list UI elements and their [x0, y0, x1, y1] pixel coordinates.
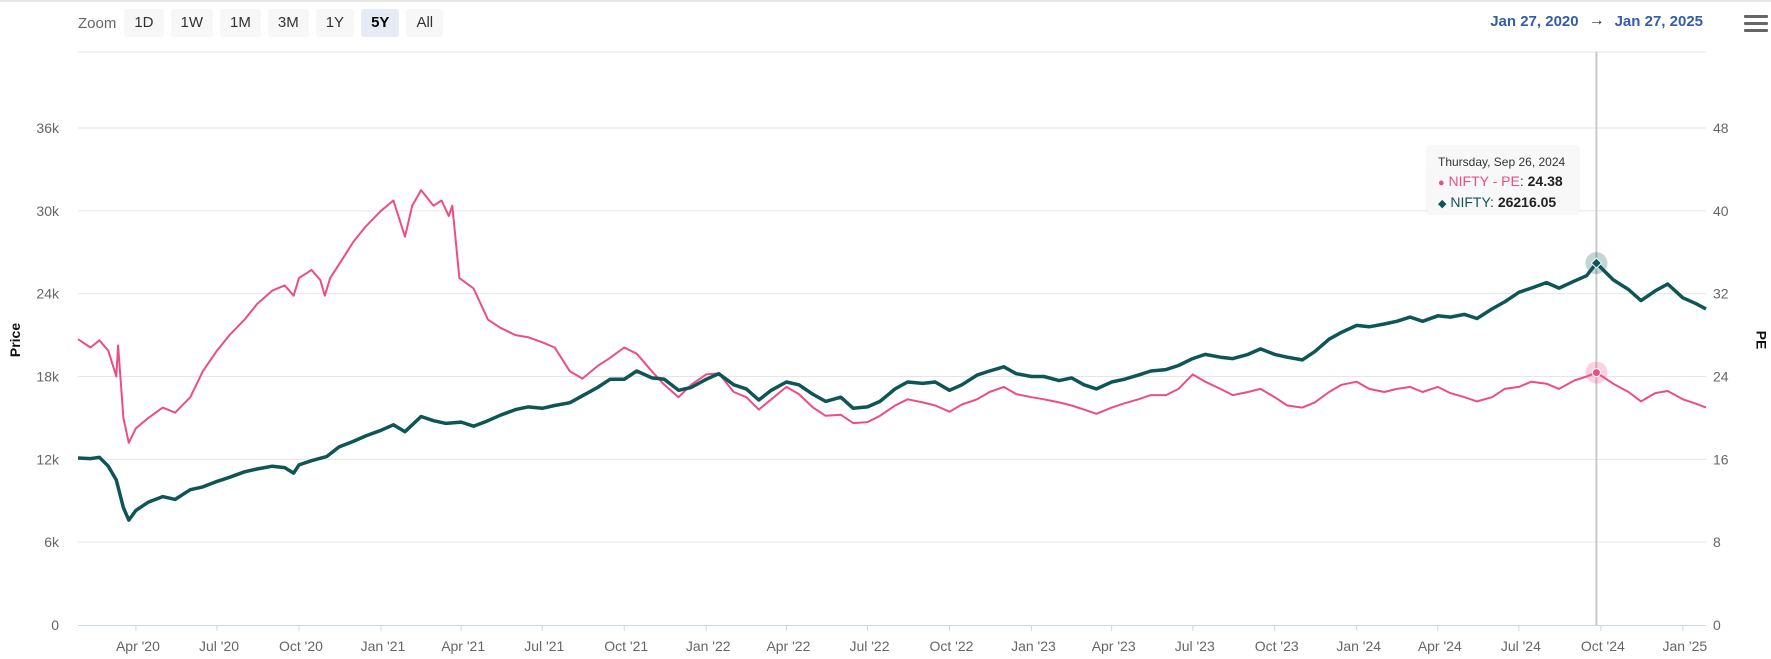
y-tick-label-right: 32 [1713, 286, 1729, 302]
diamond-marker-icon: ◆ [1438, 198, 1447, 210]
x-tick-label: Apr '22 [766, 638, 810, 654]
date-range: Jan 27, 2020 → Jan 27, 2025 [1490, 12, 1703, 30]
tooltip-nifty-value: 26216.05 [1497, 194, 1557, 210]
y-tick-label-right: 48 [1713, 120, 1729, 136]
series-lines [77, 189, 1707, 522]
x-tick-label: Apr '23 [1092, 638, 1136, 654]
y-tick-label-left: 36k [36, 120, 60, 136]
tooltip-date: Thursday, Sep 26, 2024 [1438, 155, 1566, 169]
x-tick-label: Oct '21 [604, 638, 648, 654]
zoom-1m-button[interactable]: 1M [220, 9, 261, 37]
context-menu-icon[interactable] [1744, 15, 1768, 33]
grid-lines [78, 51, 1706, 543]
y-tick-label-right: 40 [1713, 203, 1729, 219]
tooltip: Thursday, Sep 26, 2024 ● NIFTY - PE: 24.… [1427, 146, 1579, 214]
zoom-3m-button[interactable]: 3M [267, 9, 309, 37]
zoom-1w-button[interactable]: 1W [170, 9, 214, 37]
x-tick-label: Oct '23 [1255, 638, 1299, 654]
y-axis-title-right: PE [1753, 330, 1770, 350]
y-tick-label-left: 24k [36, 286, 60, 302]
y-tick-label-left: 30k [36, 203, 60, 219]
nifty-series-line [77, 261, 1707, 522]
x-tick-label: Apr '21 [441, 638, 485, 654]
x-tick-label: Jan '22 [686, 638, 731, 654]
circle-marker-icon: ● [1438, 177, 1445, 189]
top-border [0, 0, 1771, 2]
x-tick-label: Oct '22 [930, 638, 974, 654]
y-tick-label-right: 8 [1713, 534, 1721, 550]
x-tick-label: Jul '20 [199, 638, 239, 654]
pe-series-line [77, 189, 1707, 444]
hover-markers [1585, 252, 1608, 384]
range-arrow-icon: → [1588, 12, 1605, 29]
tooltip-nifty-row: ◆ NIFTY: 26216.05 [1438, 194, 1557, 210]
x-tick-label: Jan '24 [1336, 638, 1381, 654]
x-tick-label: Apr '20 [116, 638, 160, 654]
x-tick-label: Oct '20 [279, 638, 323, 654]
y-tick-label-left: 6k [44, 534, 60, 550]
axes: 0 0 6k 8 12k 16 18k 24 24k 32 30k 40 36k 48 Apr '20 Jul… [36, 52, 1729, 654]
zoom-all-button[interactable]: All [406, 9, 444, 37]
y-tick-label-right: 0 [1713, 617, 1721, 633]
zoom-1d-button[interactable]: 1D [124, 9, 164, 37]
tooltip-pe-value: 24.38 [1527, 173, 1563, 189]
x-tick-label: Oct '24 [1581, 638, 1625, 654]
y-tick-label-right: 24 [1713, 369, 1729, 385]
range-from[interactable]: Jan 27, 2020 [1490, 12, 1579, 30]
x-tick-label: Jul '21 [524, 638, 564, 654]
tooltip-nifty-name: NIFTY [1450, 194, 1491, 210]
x-tick-label: Jan '25 [1662, 638, 1707, 654]
x-tick-label: Jan '23 [1011, 638, 1056, 654]
nifty-hover-point [1590, 257, 1603, 269]
zoom-toolbar: Zoom 1D 1W 1M 3M 1Y 5Y All [78, 9, 450, 37]
zoom-1y-button[interactable]: 1Y [315, 9, 355, 37]
x-tick-label: Jul '22 [849, 638, 889, 654]
y-tick-label-left: 12k [36, 451, 60, 467]
range-to[interactable]: Jan 27, 2025 [1614, 12, 1703, 30]
y-tick-label-left: 18k [36, 369, 60, 385]
x-tick-label: Jul '23 [1175, 638, 1215, 654]
y-axis-title-left: Price [7, 322, 24, 358]
tooltip-pe-name: NIFTY - PE [1448, 173, 1520, 189]
y-tick-label-right: 16 [1713, 451, 1729, 467]
zoom-5y-button[interactable]: 5Y [361, 9, 400, 37]
zoom-label: Zoom [78, 14, 117, 32]
x-tick-label: Jul '24 [1501, 638, 1541, 654]
pe-hover-point [1591, 368, 1601, 378]
tooltip-pe-row: ● NIFTY - PE: 24.38 [1438, 173, 1563, 189]
y-tick-label-left: 0 [51, 617, 59, 633]
x-tick-label: Jan '21 [361, 638, 406, 654]
x-tick-label: Apr '24 [1418, 638, 1462, 654]
